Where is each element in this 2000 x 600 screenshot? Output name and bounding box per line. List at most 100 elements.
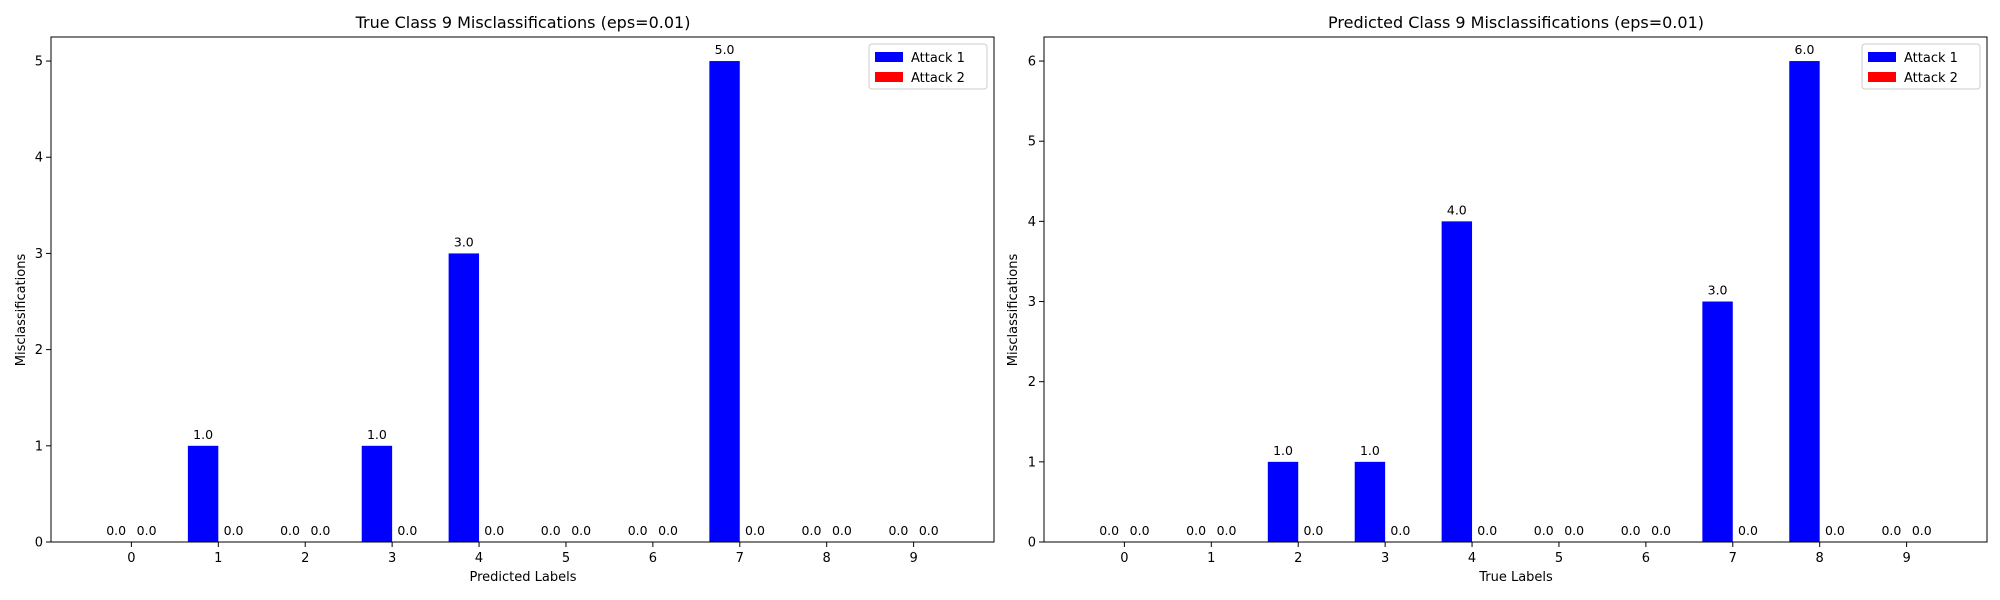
y-axis-label: Misclassifications: [14, 254, 29, 367]
bar-attack-1-7: [709, 61, 740, 543]
data-label: 0.0: [1217, 523, 1237, 538]
axes-frame: [50, 36, 995, 543]
x-tick-label: 7: [736, 551, 744, 566]
y-tick-label: 3: [35, 247, 43, 262]
data-label: 0.0: [1825, 523, 1845, 538]
legend-label: Attack 1: [911, 51, 965, 66]
data-label: 0.0: [541, 523, 561, 538]
bar-attack-1-4: [448, 253, 480, 542]
bar-attack-1-4: [1441, 221, 1473, 542]
y-tick-label: 0: [35, 536, 43, 551]
data-label: 0.0: [1564, 523, 1584, 538]
y-tick-label: 2: [1028, 375, 1036, 390]
data-label: 0.0: [1912, 523, 1932, 538]
y-tick-label: 3: [1028, 295, 1036, 310]
data-label: 0.0: [310, 523, 330, 538]
data-label: 0.0: [1651, 523, 1671, 538]
x-tick-label: 3: [388, 551, 396, 566]
x-tick-label: 8: [823, 551, 831, 566]
x-tick-label: 6: [649, 551, 657, 566]
data-label: 0.0: [137, 523, 157, 538]
x-axis-label: Predicted Labels: [469, 570, 576, 585]
data-label: 0.0: [106, 523, 126, 538]
y-tick-label: 4: [1028, 215, 1036, 230]
bar-attack-1-1: [187, 445, 219, 542]
x-tick-label: 3: [1381, 551, 1389, 566]
x-tick-label: 5: [562, 551, 570, 566]
x-tick-label: 0: [127, 551, 135, 566]
chart-true-class-9: True Class 9 Misclassifications (eps=0.0…: [14, 13, 995, 585]
y-axis-label: Misclassifications: [1006, 254, 1021, 367]
chart-predicted-class-9: Predicted Class 9 Misclassifications (ep…: [1006, 13, 1988, 585]
data-label: 1.0: [367, 427, 387, 442]
data-label: 0.0: [1621, 523, 1641, 538]
data-label: 0.0: [658, 523, 678, 538]
legend-label: Attack 1: [1904, 51, 1958, 66]
y-tick-label: 2: [35, 343, 43, 358]
data-label: 0.0: [1303, 523, 1323, 538]
data-label: 0.0: [484, 523, 504, 538]
bar-attack-1-3: [1354, 461, 1386, 542]
x-axis-label: True Labels: [1478, 570, 1553, 585]
x-tick-label: 9: [909, 551, 917, 566]
data-label: 0.0: [397, 523, 417, 538]
data-label: 1.0: [1360, 443, 1380, 458]
x-tick-label: 1: [214, 551, 222, 566]
data-label: 0.0: [1534, 523, 1554, 538]
data-label: 0.0: [1738, 523, 1758, 538]
legend-swatch: [875, 72, 903, 82]
x-tick-label: 6: [1642, 551, 1650, 566]
data-label: 4.0: [1447, 202, 1467, 217]
data-label: 3.0: [454, 234, 474, 249]
bar-attack-1-7: [1702, 301, 1733, 542]
y-tick-label: 5: [1028, 135, 1036, 150]
plot-area: 0.01.00.01.03.00.0 0.05.00.0 0.00.0 0.0 0.0 0…: [35, 36, 995, 566]
x-tick-label: 4: [475, 551, 483, 566]
x-tick-label: 2: [1294, 551, 1302, 566]
data-label: 0.0: [1099, 523, 1119, 538]
data-label: 1.0: [193, 427, 213, 442]
data-label: 0.0: [1390, 523, 1410, 538]
legend-swatch: [875, 52, 903, 62]
data-label: 3.0: [1708, 283, 1728, 298]
data-label: 0.0: [1186, 523, 1206, 538]
x-tick-label: 5: [1555, 551, 1563, 566]
data-label: 6.0: [1795, 42, 1815, 57]
data-label: 0.0: [1881, 523, 1901, 538]
data-label: 0.0: [628, 523, 648, 538]
y-tick-label: 6: [1028, 55, 1036, 70]
x-tick-label: 4: [1468, 551, 1476, 566]
data-label: 0.0: [1477, 523, 1497, 538]
data-label: 0.0: [571, 523, 591, 538]
chart-title: Predicted Class 9 Misclassifications (ep…: [1328, 13, 1704, 32]
x-tick-label: 9: [1902, 551, 1910, 566]
x-tick-label: 8: [1816, 551, 1824, 566]
data-label: 0.0: [802, 523, 822, 538]
x-tick-label: 0: [1120, 551, 1128, 566]
chart-title: True Class 9 Misclassifications (eps=0.0…: [355, 13, 691, 32]
y-tick-label: 1: [35, 439, 43, 454]
axes-frame: [1043, 36, 1988, 543]
y-tick-label: 0: [1028, 536, 1036, 551]
x-tick-label: 1: [1207, 551, 1215, 566]
y-tick-label: 1: [1028, 455, 1036, 470]
y-tick-label: 4: [35, 151, 43, 166]
data-label: 0.0: [224, 523, 244, 538]
data-label: 0.0: [888, 523, 908, 538]
legend-label: Attack 2: [1904, 71, 1958, 86]
legend-swatch: [1868, 52, 1896, 62]
y-tick-label: 5: [35, 55, 43, 70]
bar-attack-1-3: [361, 445, 393, 542]
data-label: 5.0: [715, 42, 735, 57]
bar-attack-1-8: [1789, 61, 1820, 543]
data-label: 0.0: [745, 523, 765, 538]
legend-label: Attack 2: [911, 71, 965, 86]
bar-attack-1-2: [1267, 461, 1299, 542]
data-label: 0.0: [280, 523, 300, 538]
legend: Attack 1 Attack 2: [1861, 43, 1981, 90]
legend: Attack 1 Attack 2: [868, 43, 988, 90]
plot-area: 0.0 0.01.0 1.04.00.0 0.03.06.00.00.0 0.0 0.0 0…: [1028, 36, 1988, 566]
data-label: 0.0: [832, 523, 852, 538]
